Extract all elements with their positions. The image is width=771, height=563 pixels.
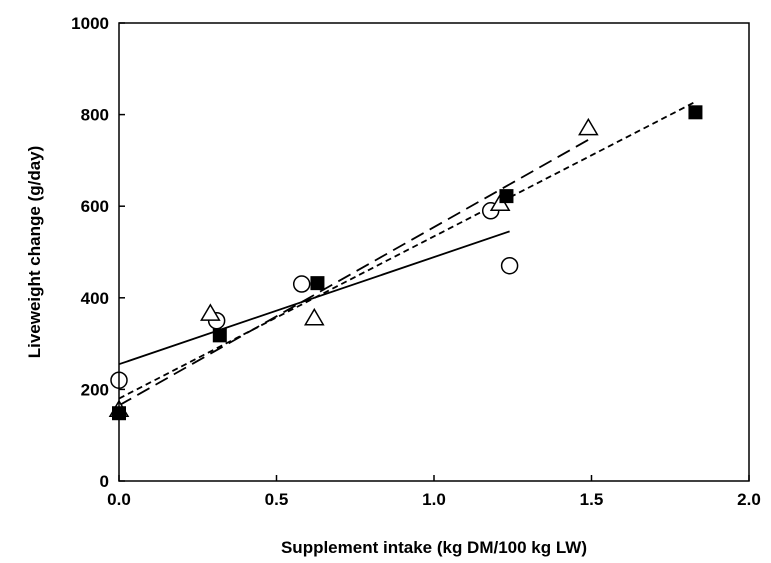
y-tick-label: 600	[81, 197, 109, 216]
triangle-marker	[200, 303, 221, 321]
x-tick-label: 2.0	[737, 490, 761, 509]
x-tick-label: 0.0	[107, 490, 131, 509]
square-marker	[310, 276, 325, 291]
x-tick-label: 1.0	[422, 490, 446, 509]
fit-line-short-dash	[118, 100, 696, 400]
circle-marker	[292, 275, 311, 293]
square-marker	[212, 328, 227, 343]
x-axis-ticks: 0.0 0.5 1.0 1.5 2.0	[107, 475, 761, 509]
square-marker	[499, 189, 514, 204]
y-tick-label: 0	[100, 472, 109, 491]
y-axis-title: Liveweight change (g/day)	[25, 146, 44, 359]
data-markers	[108, 105, 703, 421]
x-tick-label: 0.5	[265, 490, 289, 509]
y-tick-label: 800	[81, 106, 109, 125]
x-tick-label: 1.5	[580, 490, 604, 509]
x-axis-title: Supplement intake (kg DM/100 kg LW)	[281, 538, 587, 557]
circle-marker	[500, 256, 519, 275]
triangle-marker	[578, 117, 599, 136]
y-tick-label: 1000	[71, 14, 109, 33]
y-tick-label: 400	[81, 289, 109, 308]
fit-line-long-dash	[118, 139, 589, 407]
y-tick-label: 200	[81, 380, 109, 399]
fit-line-solid	[118, 230, 510, 366]
triangle-marker	[303, 307, 325, 326]
plot-frame	[118, 22, 750, 482]
square-marker	[688, 105, 703, 120]
fit-lines	[118, 100, 696, 407]
